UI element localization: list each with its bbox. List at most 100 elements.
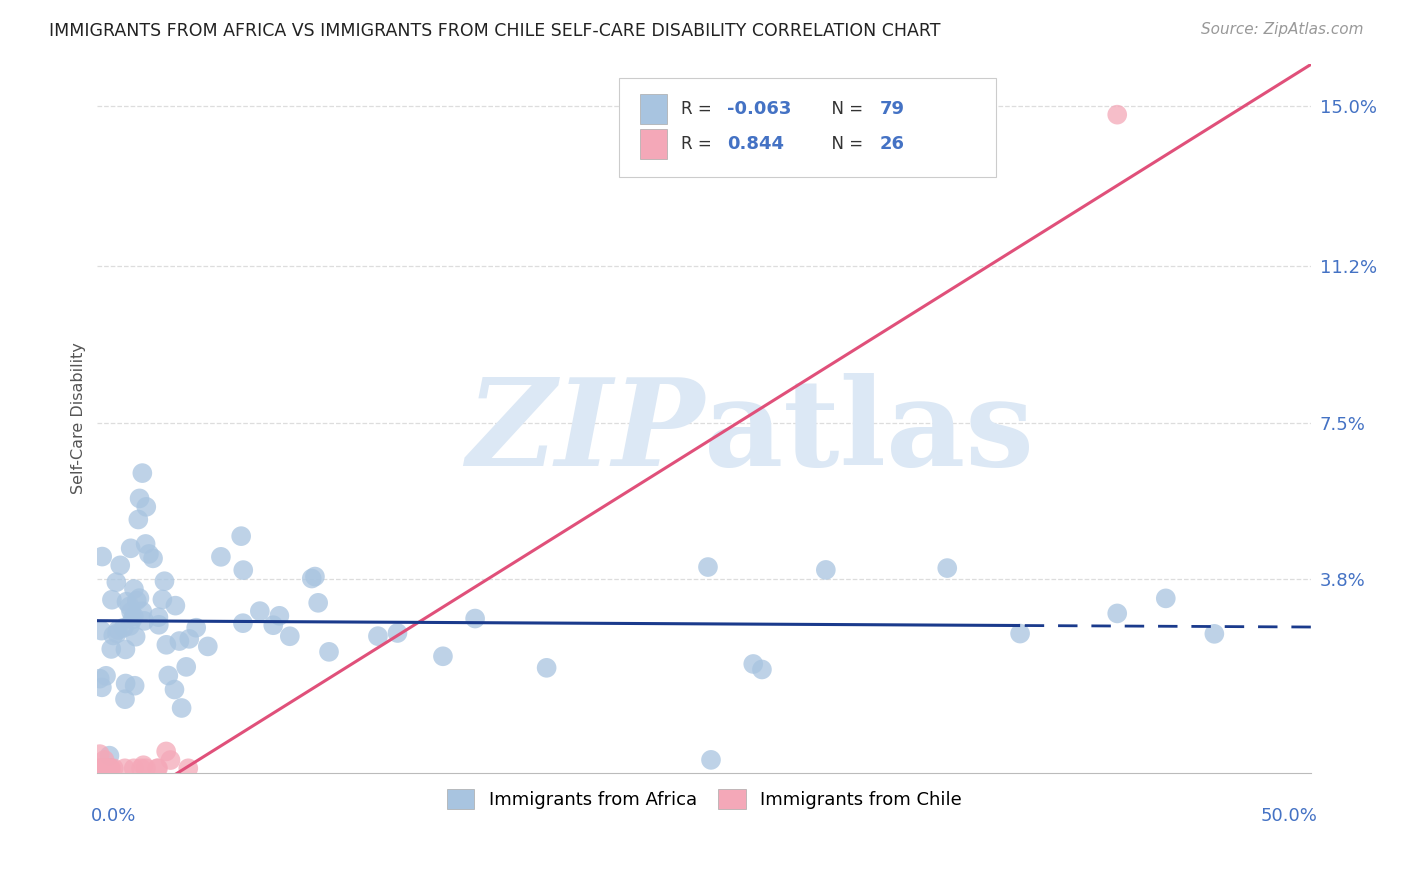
Point	[146, 761, 169, 775]
Point	[112, 621, 135, 635]
Point	[165, 599, 187, 613]
Point	[94, 761, 117, 775]
Point	[127, 512, 149, 526]
Text: 50.0%: 50.0%	[1261, 806, 1317, 824]
Point	[118, 599, 141, 614]
Point	[122, 609, 145, 624]
Point	[387, 626, 409, 640]
Point	[131, 604, 153, 618]
Point	[742, 657, 765, 671]
Text: ZIP: ZIP	[467, 373, 704, 491]
Point	[249, 604, 271, 618]
Point	[697, 560, 720, 574]
Point	[103, 761, 125, 775]
Point	[93, 761, 115, 775]
Point	[155, 638, 177, 652]
Point	[157, 668, 180, 682]
Point	[536, 661, 558, 675]
Point	[231, 529, 253, 543]
Point	[177, 761, 200, 775]
Point	[148, 617, 170, 632]
Point	[163, 682, 186, 697]
Point	[135, 537, 157, 551]
Point	[169, 634, 191, 648]
Point	[153, 574, 176, 589]
Point	[94, 669, 117, 683]
Point	[174, 660, 197, 674]
Point	[1010, 626, 1032, 640]
Point	[464, 611, 486, 625]
Text: R =: R =	[682, 100, 717, 118]
Text: 79: 79	[879, 100, 904, 118]
Point	[179, 632, 201, 646]
Point	[100, 642, 122, 657]
Point	[131, 466, 153, 480]
Point	[814, 563, 837, 577]
FancyBboxPatch shape	[620, 78, 995, 178]
Point	[936, 120, 959, 135]
Point	[118, 619, 141, 633]
Point	[89, 747, 111, 761]
Point	[100, 761, 122, 775]
Point	[170, 701, 193, 715]
Point	[318, 645, 340, 659]
Point	[751, 663, 773, 677]
Point	[128, 491, 150, 506]
Point	[105, 575, 128, 590]
Point	[98, 761, 121, 775]
Point	[90, 761, 112, 775]
Text: 0.0%: 0.0%	[91, 806, 136, 824]
Point	[103, 628, 125, 642]
Point	[124, 679, 146, 693]
Point	[262, 618, 284, 632]
Point	[115, 595, 138, 609]
Text: 26: 26	[879, 135, 904, 153]
Point	[150, 592, 173, 607]
Point	[269, 608, 291, 623]
Point	[700, 753, 723, 767]
Text: N =: N =	[821, 100, 869, 118]
Point	[110, 558, 132, 573]
Point	[135, 500, 157, 514]
Text: Source: ZipAtlas.com: Source: ZipAtlas.com	[1201, 22, 1364, 37]
Point	[1107, 108, 1129, 122]
Point	[105, 626, 128, 640]
Point	[936, 561, 959, 575]
Point	[432, 649, 454, 664]
Point	[1204, 627, 1226, 641]
Point	[114, 642, 136, 657]
Legend: Immigrants from Africa, Immigrants from Chile: Immigrants from Africa, Immigrants from …	[440, 781, 969, 816]
Point	[125, 593, 148, 607]
Point	[367, 629, 389, 643]
Point	[307, 596, 329, 610]
Point	[159, 753, 181, 767]
Point	[128, 591, 150, 606]
Text: N =: N =	[821, 135, 869, 153]
Point	[278, 629, 301, 643]
Point	[129, 761, 152, 775]
Point	[89, 672, 111, 686]
Text: IMMIGRANTS FROM AFRICA VS IMMIGRANTS FROM CHILE SELF-CARE DISABILITY CORRELATION: IMMIGRANTS FROM AFRICA VS IMMIGRANTS FRO…	[49, 22, 941, 40]
Point	[114, 676, 136, 690]
Point	[301, 572, 323, 586]
Text: atlas: atlas	[704, 374, 1035, 491]
Point	[107, 623, 129, 637]
Point	[89, 761, 111, 775]
Point	[148, 610, 170, 624]
FancyBboxPatch shape	[640, 129, 666, 159]
Point	[114, 761, 136, 775]
Point	[124, 630, 146, 644]
Point	[155, 744, 177, 758]
Point	[1154, 591, 1177, 606]
Point	[142, 551, 165, 566]
FancyBboxPatch shape	[640, 94, 666, 124]
Point	[90, 624, 112, 638]
Point	[304, 569, 326, 583]
Point	[134, 614, 156, 628]
Point	[232, 563, 254, 577]
Point	[138, 547, 160, 561]
Point	[197, 640, 219, 654]
Point	[98, 748, 121, 763]
Point	[135, 761, 157, 775]
Y-axis label: Self-Care Disability: Self-Care Disability	[72, 343, 86, 494]
